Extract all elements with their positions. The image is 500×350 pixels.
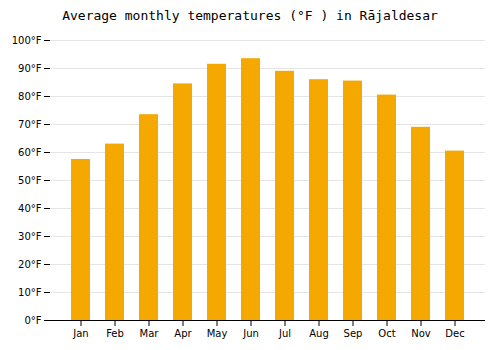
html-text:Average monthly temperatures (: Average monthly temperatures (°F ) in Rā… bbox=[62, 8, 438, 23]
svg-text:10°F: 10°F bbox=[18, 287, 42, 298]
svg-text:Jan: Jan bbox=[72, 328, 88, 339]
svg-text:60°F: 60°F bbox=[18, 147, 42, 158]
svg-text:0°F: 0°F bbox=[24, 315, 41, 326]
svg-text:40°F: 40°F bbox=[18, 203, 42, 214]
svg-text:Aug: Aug bbox=[309, 328, 329, 339]
svg-text:Dec: Dec bbox=[445, 328, 464, 339]
svg-text:Feb: Feb bbox=[106, 328, 124, 339]
svg-text:80°F: 80°F bbox=[18, 91, 42, 102]
svg-text:100°F: 100°F bbox=[12, 35, 42, 46]
svg-text:Jun: Jun bbox=[242, 328, 259, 339]
svg-text:90°F: 90°F bbox=[18, 63, 42, 74]
svg-text:50°F: 50°F bbox=[18, 175, 42, 186]
svg-text:70°F: 70°F bbox=[18, 119, 42, 130]
svg-text:Oct: Oct bbox=[378, 328, 395, 339]
svg-text:30°F: 30°F bbox=[18, 231, 42, 242]
svg-text:Apr: Apr bbox=[174, 328, 192, 339]
svg-text:Nov: Nov bbox=[411, 328, 431, 339]
svg-text:20°F: 20°F bbox=[18, 259, 42, 270]
svg-text:Sep: Sep bbox=[344, 328, 363, 339]
svg-text:Jul: Jul bbox=[278, 328, 291, 339]
svg-text:Mar: Mar bbox=[140, 328, 160, 339]
svg-text:May: May bbox=[207, 328, 228, 339]
